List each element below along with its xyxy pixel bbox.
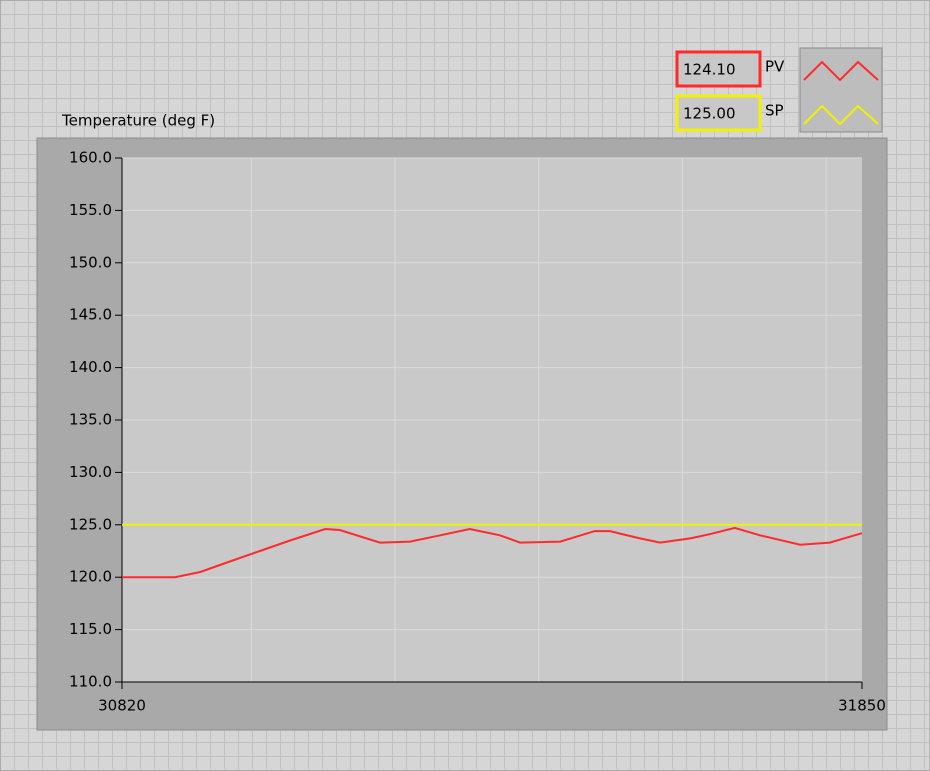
y-tick-label: 125.0 [69,515,112,533]
legend-icon [803,60,879,82]
legend-plots [799,47,883,133]
y-tick-label: 140.0 [69,358,112,376]
digital-display [675,94,762,132]
x-tick-label: 31850 [838,697,886,715]
x-tick-label: 30820 [98,697,146,715]
legend-icon [803,104,879,126]
y-tick-label: 145.0 [69,306,112,324]
legend-label: SP [765,102,784,120]
y-tick-label: 135.0 [69,411,112,429]
display-value: 124.10 [683,61,736,79]
y-tick-label: 150.0 [69,253,112,271]
y-tick-label: 160.0 [69,149,112,167]
series-line [122,526,863,579]
legend-label: PV [765,58,785,76]
digital-display [675,50,762,88]
display-value: 125.00 [683,105,736,123]
y-axis-label: Temperature (deg F) [61,112,215,130]
y-tick-label: 155.0 [69,201,112,219]
y-tick-label: 130.0 [69,463,112,481]
y-tick-label: 120.0 [69,568,112,586]
y-tick-label: 115.0 [69,620,112,638]
y-tick-label: 110.0 [69,673,112,691]
